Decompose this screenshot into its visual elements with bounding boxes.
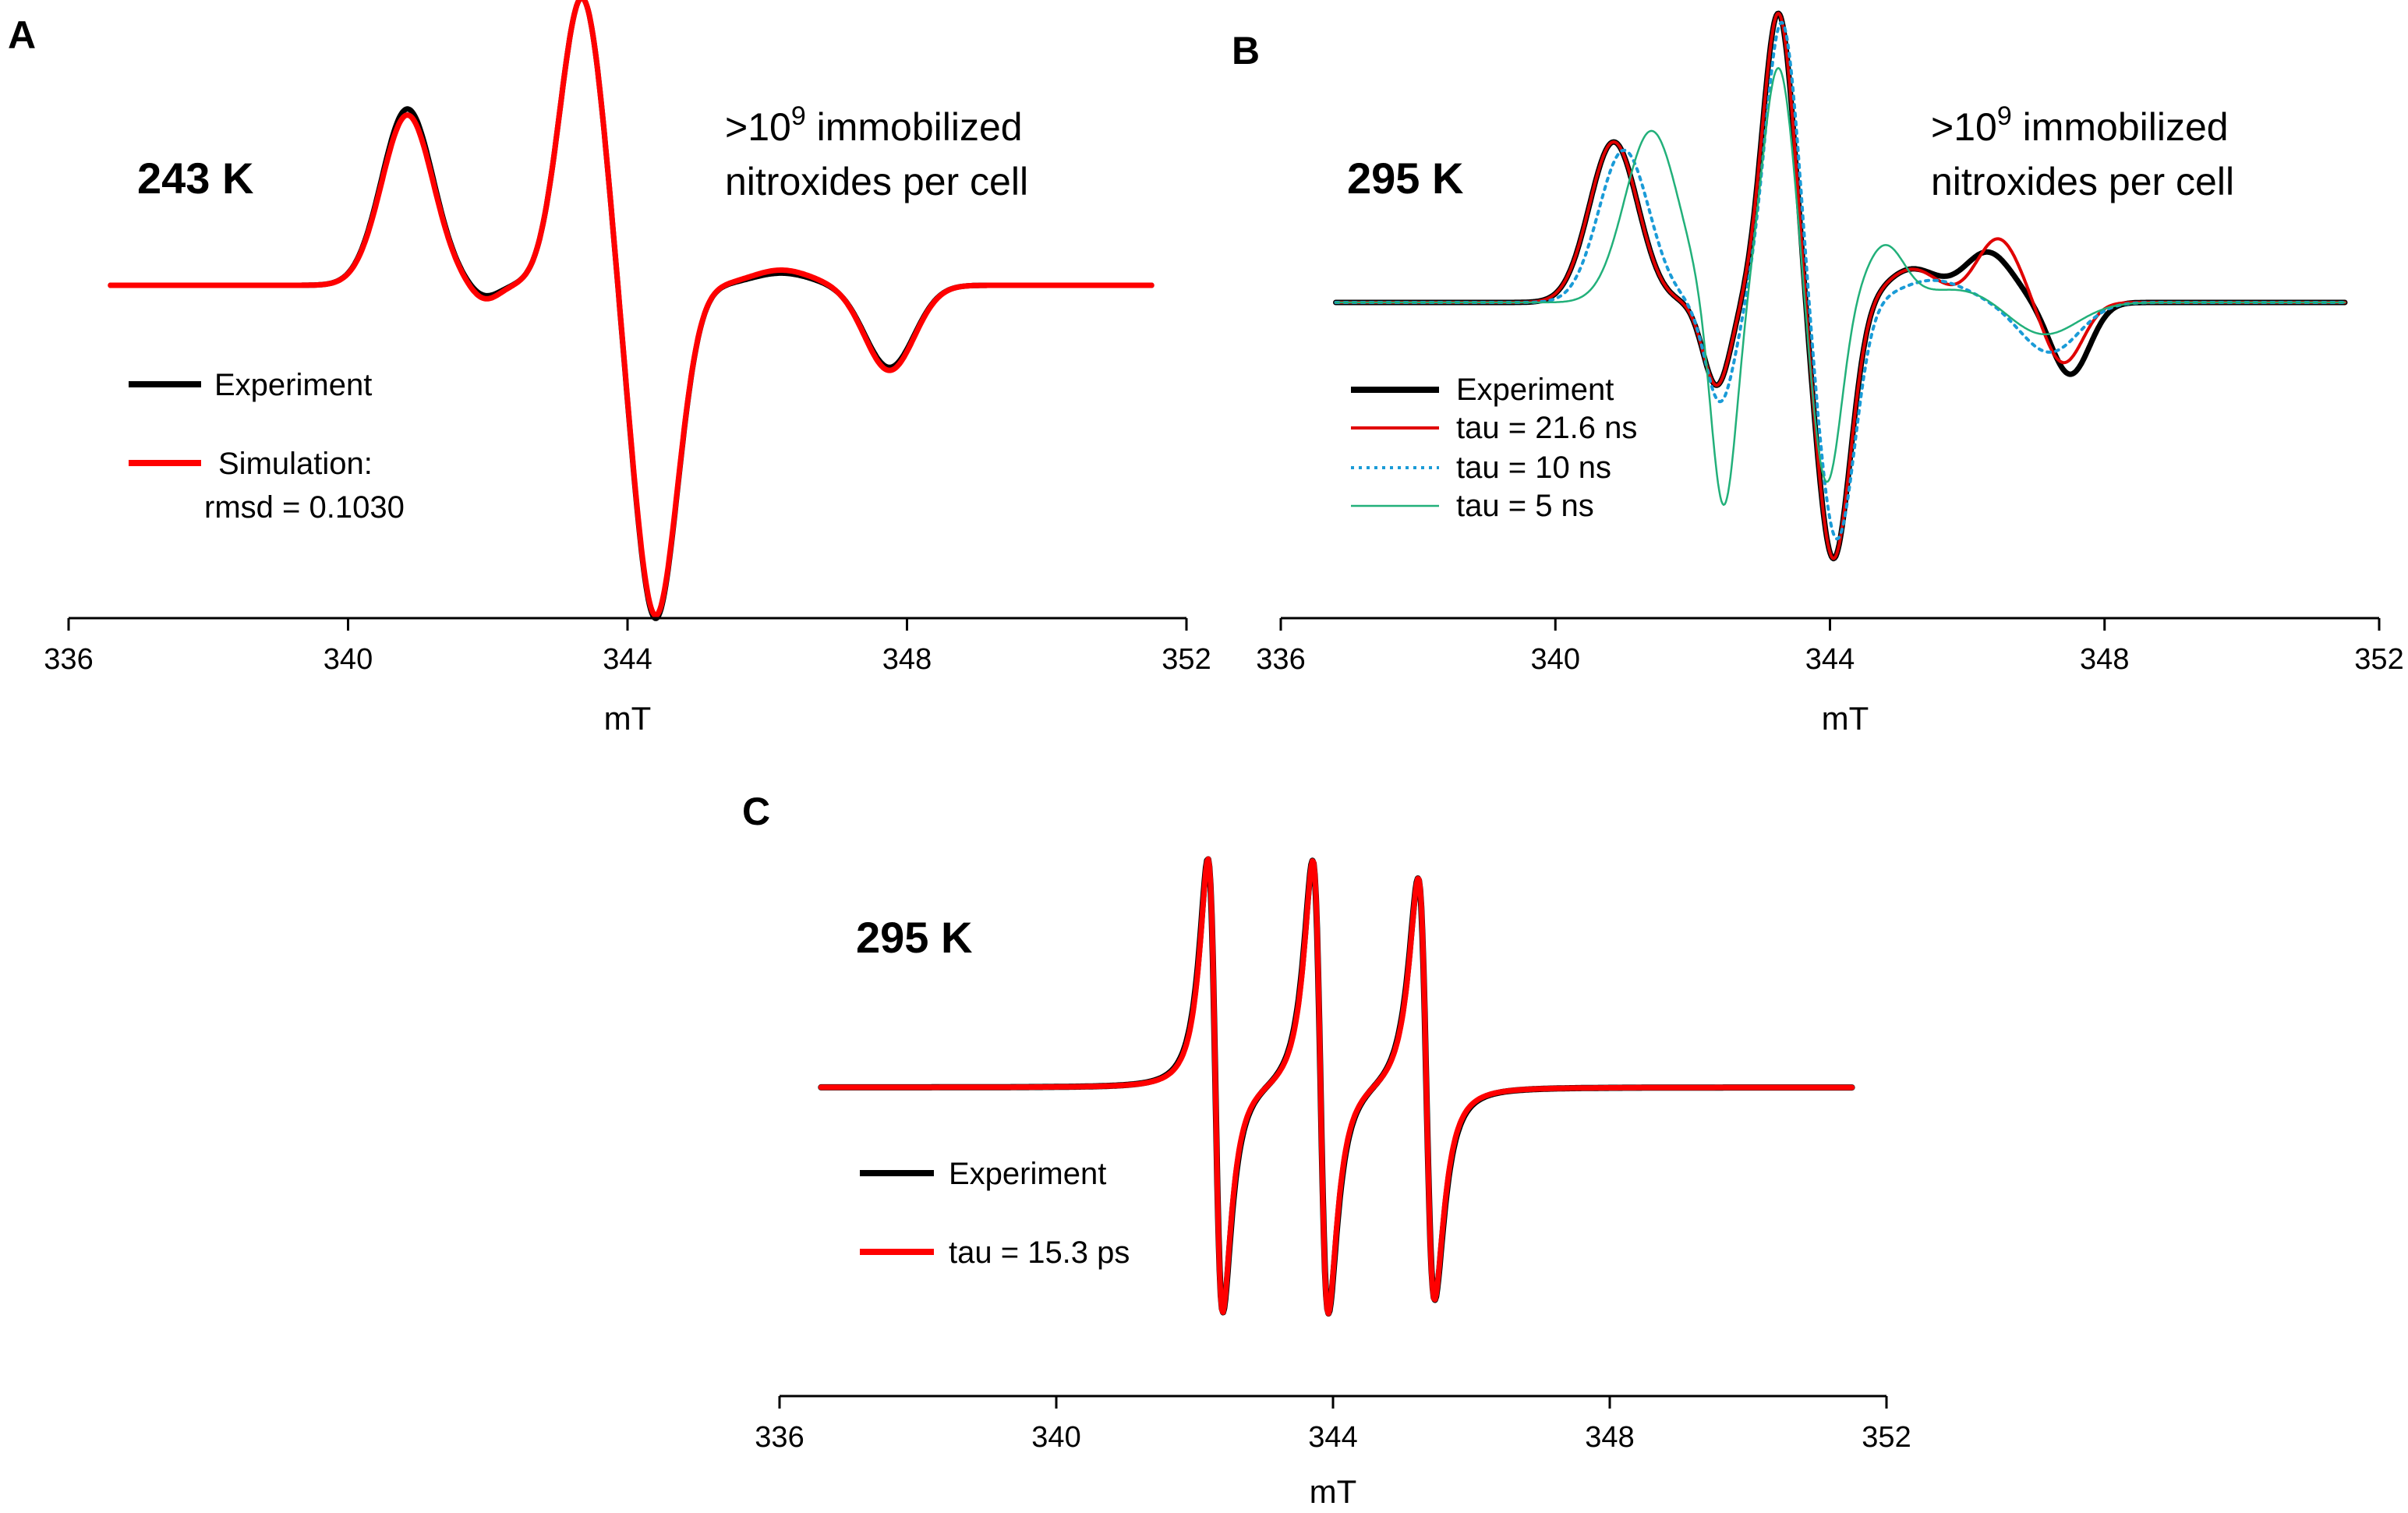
panel-c-ticks: 336 340 344 348 352 (755, 1396, 1911, 1454)
x-tick-label: 352 (1862, 1421, 1911, 1454)
panel-a-annotation-line1: >109 immobilized (725, 101, 1023, 149)
series-tau-15-3-ps (818, 856, 1855, 1317)
x-tick-label: 340 (1531, 643, 1580, 676)
legend-a-rmsd-label: rmsd = 0.1030 (204, 490, 405, 525)
x-tick-label: 336 (755, 1421, 804, 1454)
legend-b-tau5-label: tau = 5 ns (1456, 489, 1594, 523)
panel-b-ticks: 336 340 344 348 352 (1256, 618, 2404, 676)
panel-b-letter: B (1232, 29, 1260, 72)
series-experiment (108, 0, 1154, 621)
legend-b-experiment-label: Experiment (1456, 373, 1614, 407)
x-tick-label: 336 (1256, 643, 1305, 676)
panel-a: A 243 K >109 immobilized nitroxides per … (8, 0, 1211, 737)
x-tick-label: 348 (882, 643, 932, 676)
panel-a-letter: A (8, 13, 36, 57)
x-tick-label: 352 (1162, 643, 1211, 676)
series-tau-5-ns (1335, 67, 2346, 506)
panel-a-annotation-line2: nitroxides per cell (725, 160, 1028, 203)
x-tick-label: 348 (1585, 1421, 1634, 1454)
panel-b-temperature: 295 K (1347, 154, 1463, 203)
panel-c-legend: Experiment tau = 15.3 ps (860, 1157, 1130, 1270)
x-tick-label: 336 (44, 643, 93, 676)
panel-b-annotation-line2: nitroxides per cell (1931, 160, 2234, 203)
legend-b-tau21-label: tau = 21.6 ns (1456, 411, 1637, 445)
x-tick-label: 344 (1308, 1421, 1357, 1454)
legend-a-experiment-label: Experiment (214, 368, 372, 402)
panel-a-legend: Experiment Simulation: rmsd = 0.1030 (129, 368, 405, 525)
legend-c-tau-label: tau = 15.3 ps (949, 1235, 1130, 1270)
panel-b-curves (1333, 10, 2348, 562)
x-tick-label: 344 (1805, 643, 1855, 676)
panel-c-letter: C (742, 790, 770, 833)
legend-a-simulation-label: Simulation: (218, 447, 373, 481)
panel-a-curves (108, 0, 1154, 621)
panel-c-x-axis-label: mT (1310, 1473, 1357, 1510)
series-simulation- (108, 0, 1154, 618)
legend-b-tau10-label: tau = 10 ns (1456, 451, 1611, 485)
panel-b-annotation-line1: >109 immobilized (1931, 101, 2229, 149)
panel-b-legend: Experiment tau = 21.6 ns tau = 10 ns tau… (1351, 373, 1637, 523)
x-tick-label: 352 (2354, 643, 2403, 676)
x-tick-label: 348 (2080, 643, 2129, 676)
panel-a-ticks: 336 340 344 348 352 (44, 618, 1211, 676)
panel-b-x-axis-label: mT (1822, 700, 1869, 737)
legend-c-experiment-label: Experiment (949, 1157, 1106, 1191)
panel-b: B 295 K >109 immobilized nitroxides per … (1232, 10, 2404, 737)
panel-c: C 295 K 336 340 344 348 352 mT Experiment ta… (742, 790, 1911, 1510)
x-tick-label: 340 (324, 643, 373, 676)
panel-a-x-axis-label: mT (604, 700, 652, 737)
x-tick-label: 344 (603, 643, 652, 676)
panel-c-curves (818, 856, 1855, 1317)
x-tick-label: 340 (1031, 1421, 1080, 1454)
panel-c-temperature: 295 K (856, 913, 972, 962)
panel-a-temperature: 243 K (137, 154, 253, 203)
